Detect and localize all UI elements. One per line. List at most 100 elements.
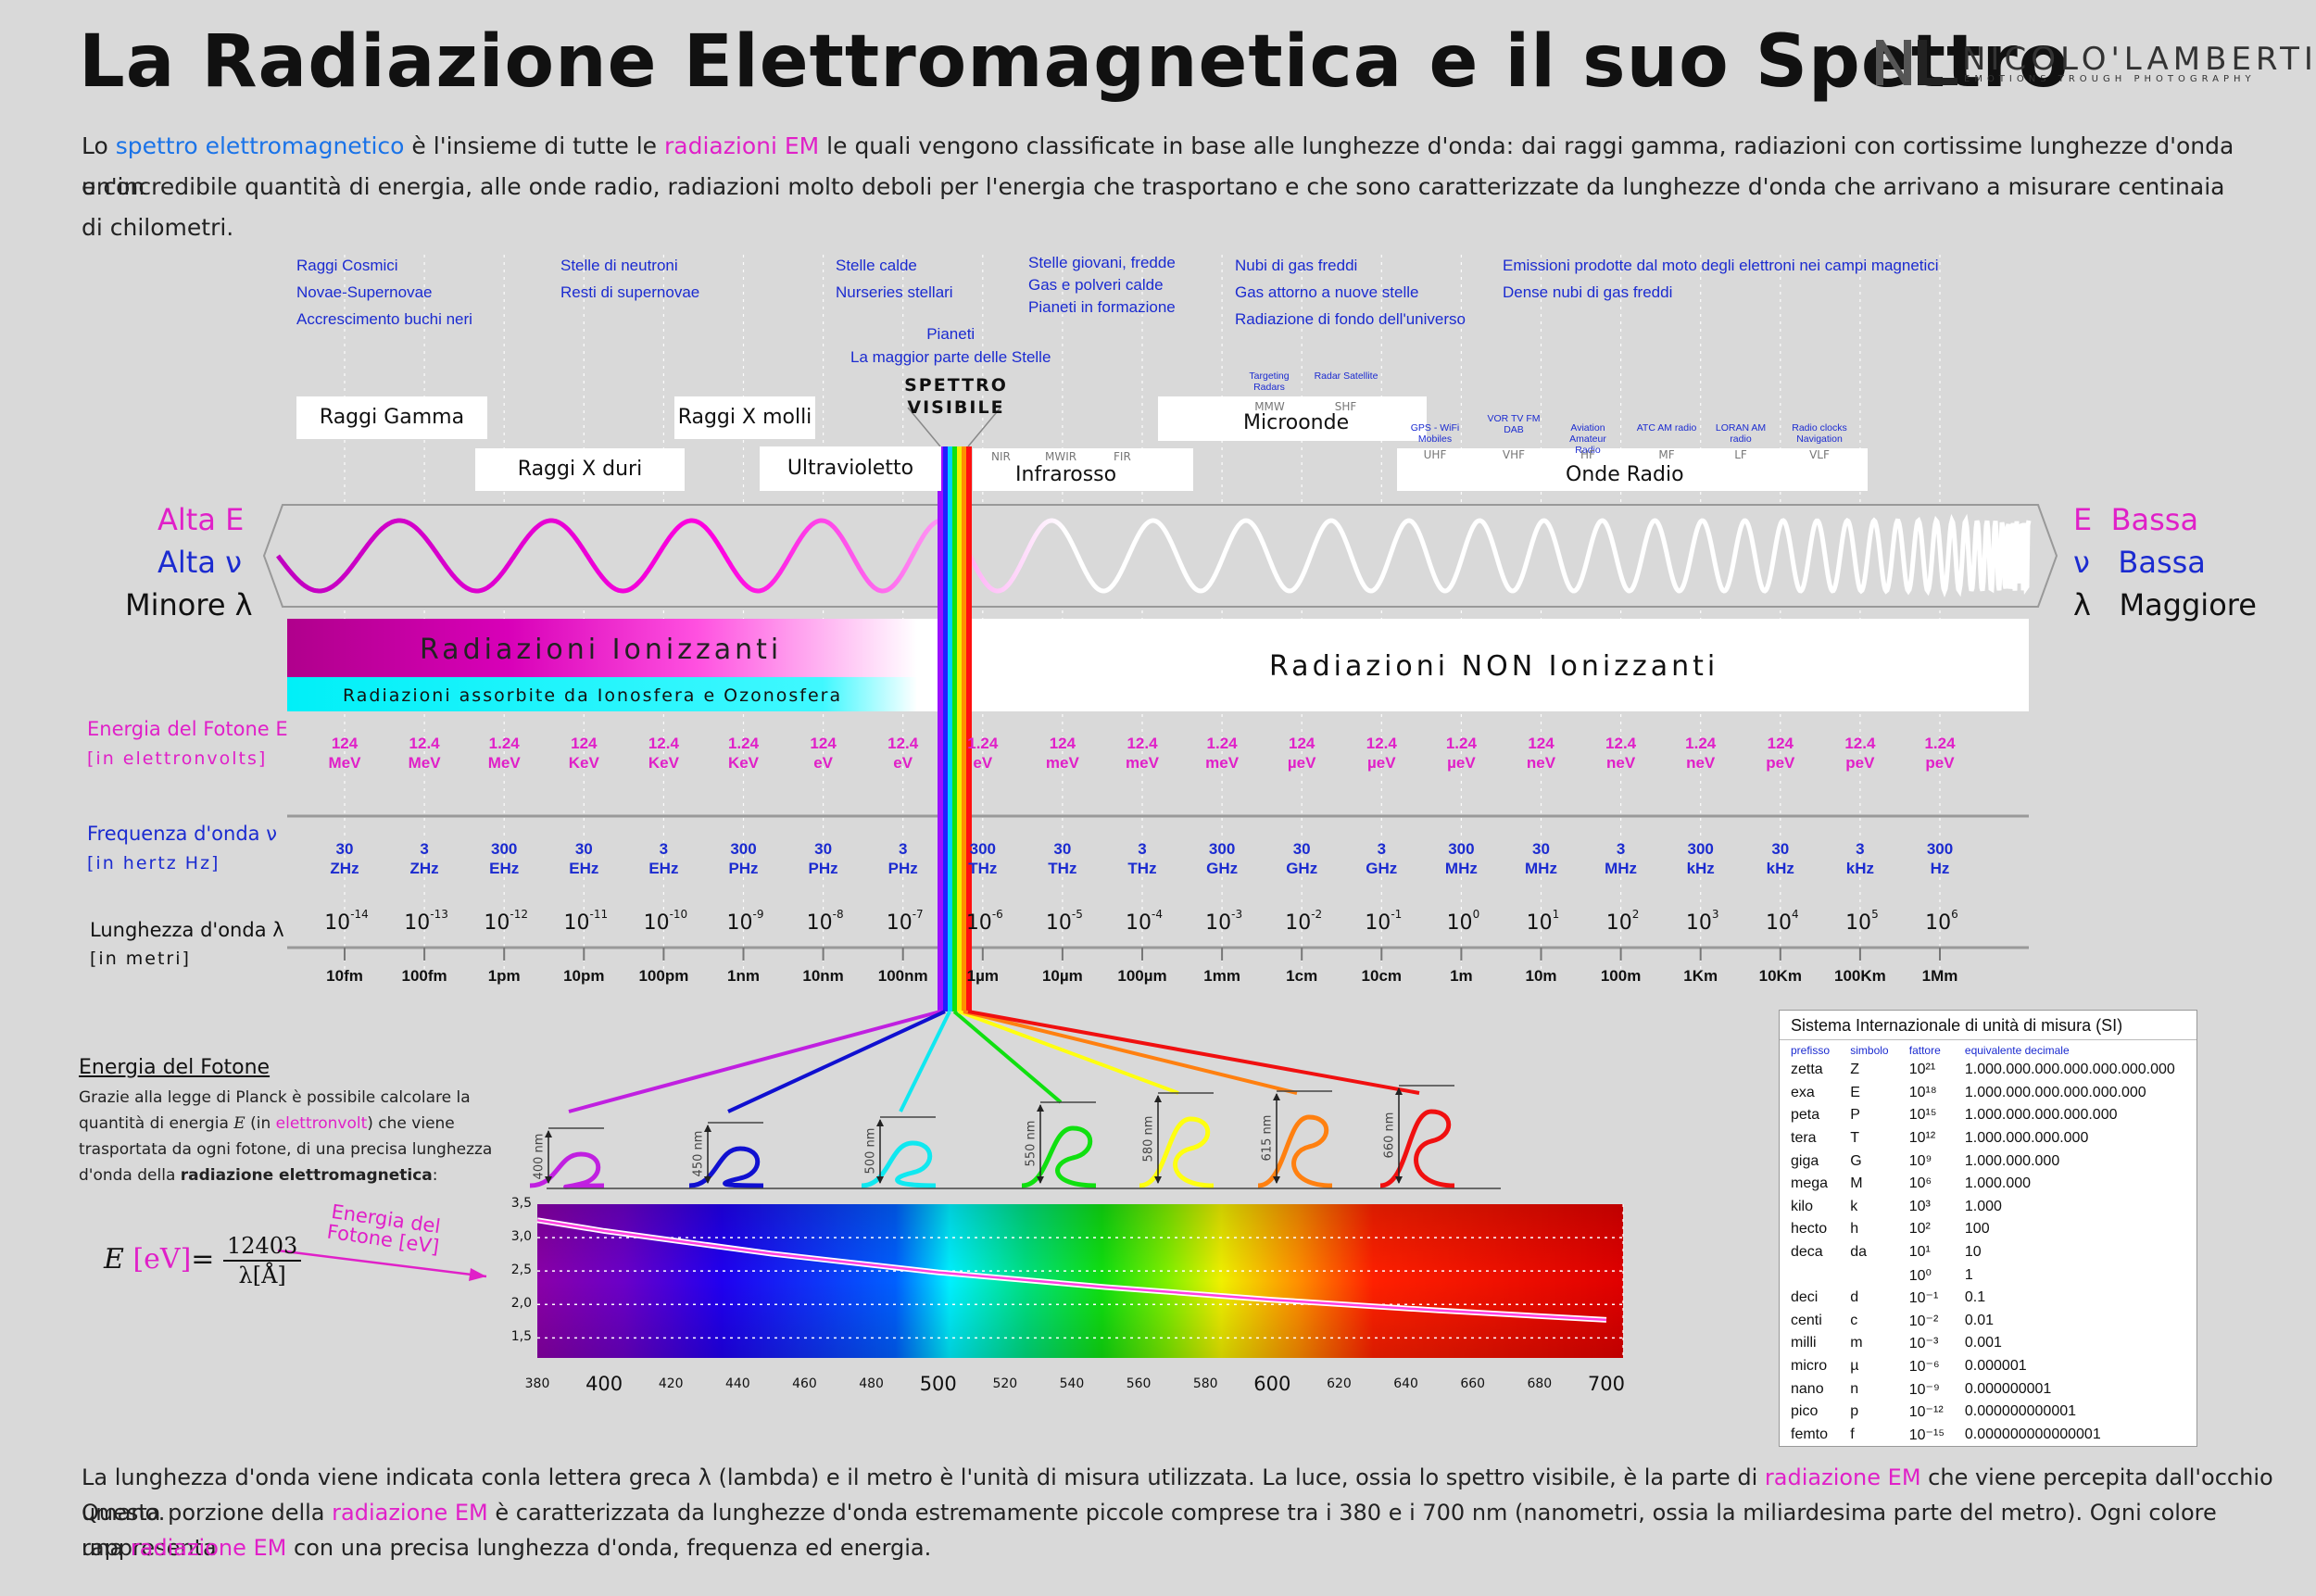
frequency-unit: EHz (489, 860, 520, 877)
wavelength-base: 10 (1845, 911, 1872, 935)
energy-value: 1.24 (1924, 735, 1956, 752)
radio-label-vhf: VOR TV FM DAB (1487, 413, 1541, 435)
frequency-value: 300 (491, 840, 518, 858)
wavelength-exponent: -1 (1391, 908, 1403, 921)
si-factor: 10³ (1908, 1198, 1931, 1214)
energy-unit: µeV (1447, 754, 1476, 772)
frequency-cell: 300 MHz (1424, 839, 1498, 878)
wavelength-exponent: 3 (1711, 908, 1719, 921)
si-decimal: 1.000 (1964, 1198, 2002, 1214)
chart-xtick-label: 400 (585, 1373, 623, 1395)
wavelength-power: 10-11 (548, 908, 623, 935)
energy-value: 124 (1528, 735, 1554, 752)
wavelength-power: 10-1 (1346, 908, 1420, 935)
radio-code-lf: LF (1734, 448, 1747, 461)
frequency-value: 300 (730, 840, 757, 858)
wavelength-name: 1µm (966, 967, 999, 985)
energy-unit: eV (893, 754, 913, 772)
frequency-value: 30 (1292, 840, 1311, 858)
si-symbol: M (1850, 1175, 1863, 1192)
frequency-unit: kHz (1686, 860, 1715, 877)
si-decimal: 0.000001 (1964, 1358, 2027, 1375)
wavelength-power: 102 (1586, 908, 1660, 935)
frequency-unit: GHz (1286, 860, 1318, 877)
si-decimal: 0.000000000000001 (1964, 1426, 2101, 1442)
frequency-value: 30 (574, 840, 593, 858)
energy-cell: 12.4 eV (866, 734, 940, 773)
wavelength-exponent: -4 (1152, 908, 1163, 921)
si-table-row: peta P 10¹⁵ 1.000.000.000.000.000 (1780, 1104, 2196, 1127)
si-prefix: deca (1791, 1244, 1823, 1261)
si-symbol: h (1850, 1221, 1859, 1238)
si-prefix: pico (1791, 1403, 1819, 1420)
frequency-value: 30 (814, 840, 833, 858)
wavelength-name: 100nm (877, 967, 928, 985)
frequency-cell: 3 kHz (1823, 839, 1897, 878)
chart-xtick-label: 560 (1126, 1376, 1152, 1391)
wavelength-base: 10 (1365, 911, 1391, 935)
side-low-energy: E Bassa (2073, 502, 2199, 537)
chart-xtick-label: 440 (724, 1376, 750, 1391)
wavelength-name: 1m (1450, 967, 1473, 985)
wavelength-exponent: 6 (1951, 908, 1958, 921)
frequency-cell: 3 ZHz (387, 839, 461, 878)
energy-curve-line (536, 1219, 1607, 1322)
wavelength-exponent: -3 (1231, 908, 1243, 921)
frequency-unit: Hz (1930, 860, 1950, 877)
chart-ytick-label: 3,5 (510, 1196, 532, 1211)
sources-micro: Nubi di gas freddi Gas attorno a nuove st… (1235, 257, 1466, 328)
photon-energy-text: Grazie alla legge di Planck è possibile … (79, 1088, 493, 1185)
band-hard-xray: Raggi X duri (475, 448, 685, 491)
si-factor: 10⁻⁹ (1908, 1381, 1940, 1398)
intro-line-1: Lo spettro elettromagnetico è l'insieme … (82, 132, 2234, 200)
wavelength-exponent: -8 (832, 908, 844, 921)
frequency-unit: PHz (728, 860, 759, 877)
si-factor: 10¹⁵ (1908, 1107, 1937, 1124)
wavelength-power: 101 (1506, 908, 1580, 935)
peak-wavelength-label: 580 nm (1141, 1115, 1156, 1162)
band-microwave: Microonde (1158, 396, 1427, 441)
ir-label: Infrarosso (1015, 463, 1117, 486)
si-factor: 10⁻¹² (1908, 1404, 1944, 1421)
si-symbol: P (1850, 1107, 1860, 1124)
chart-xtick-label: 500 (919, 1373, 957, 1395)
wavelength-name: 1cm (1286, 967, 1318, 985)
wavelength-base: 10 (1446, 911, 1473, 935)
energy-cell: 12.4 meV (1105, 734, 1179, 773)
frequency-value: 300 (1448, 840, 1475, 858)
footer-line-3: una radiazione EM con una precisa lunghe… (82, 1535, 932, 1561)
wavelength-power: 10-5 (1027, 908, 1101, 935)
frequency-unit: ZHz (409, 860, 439, 877)
wavelength-base: 10 (404, 911, 431, 935)
frequency-unit: MHz (1525, 860, 1557, 877)
frequency-cell: 3 PHz (866, 839, 940, 878)
energy-value: 12.4 (1844, 735, 1876, 752)
radio-label-vlf: Radio clocks Navigation (1792, 422, 1847, 445)
radio-label-mf: ATC AM radio (1636, 422, 1697, 434)
wavelength-exponent: -5 (1071, 908, 1083, 921)
frequency-value: 300 (1926, 840, 1954, 858)
frequency-unit: kHz (1845, 860, 1874, 877)
frequency-cell: 30 EHz (547, 839, 621, 878)
energy-value: 124 (1289, 735, 1315, 752)
energy-cell: 124 neV (1504, 734, 1579, 773)
si-factor: 10¹² (1908, 1130, 1936, 1147)
si-prefix: kilo (1791, 1198, 1814, 1214)
energy-value: 1.24 (1206, 735, 1238, 752)
si-decimal: 1.000.000 (1964, 1175, 2032, 1192)
radio-code-uhf: UHF (1423, 448, 1447, 461)
frequency-cell: 300 GHz (1185, 839, 1259, 878)
si-table-row: 10⁰ 1 (1780, 1263, 2196, 1287)
si-prefix: nano (1791, 1380, 1824, 1397)
si-symbol: n (1850, 1380, 1859, 1397)
frequency-cell: 300 PHz (707, 839, 781, 878)
si-prefix: tera (1791, 1130, 1817, 1147)
intro-keyword-spectrum: spettro elettromagnetico (115, 132, 405, 159)
logo-tagline: EMOTIONS TROUGH PHOTOGRAPHY (1964, 74, 2256, 84)
si-table-row: micro µ 10⁻⁶ 0.000001 (1780, 1355, 2196, 1378)
si-header-prefix: prefisso (1791, 1044, 1831, 1057)
band-infrared: NIR MWIR FIR Infrarosso (973, 448, 1193, 491)
peak-wavelength-label: 550 nm (1024, 1120, 1038, 1167)
wavelength-base: 10 (806, 911, 833, 935)
